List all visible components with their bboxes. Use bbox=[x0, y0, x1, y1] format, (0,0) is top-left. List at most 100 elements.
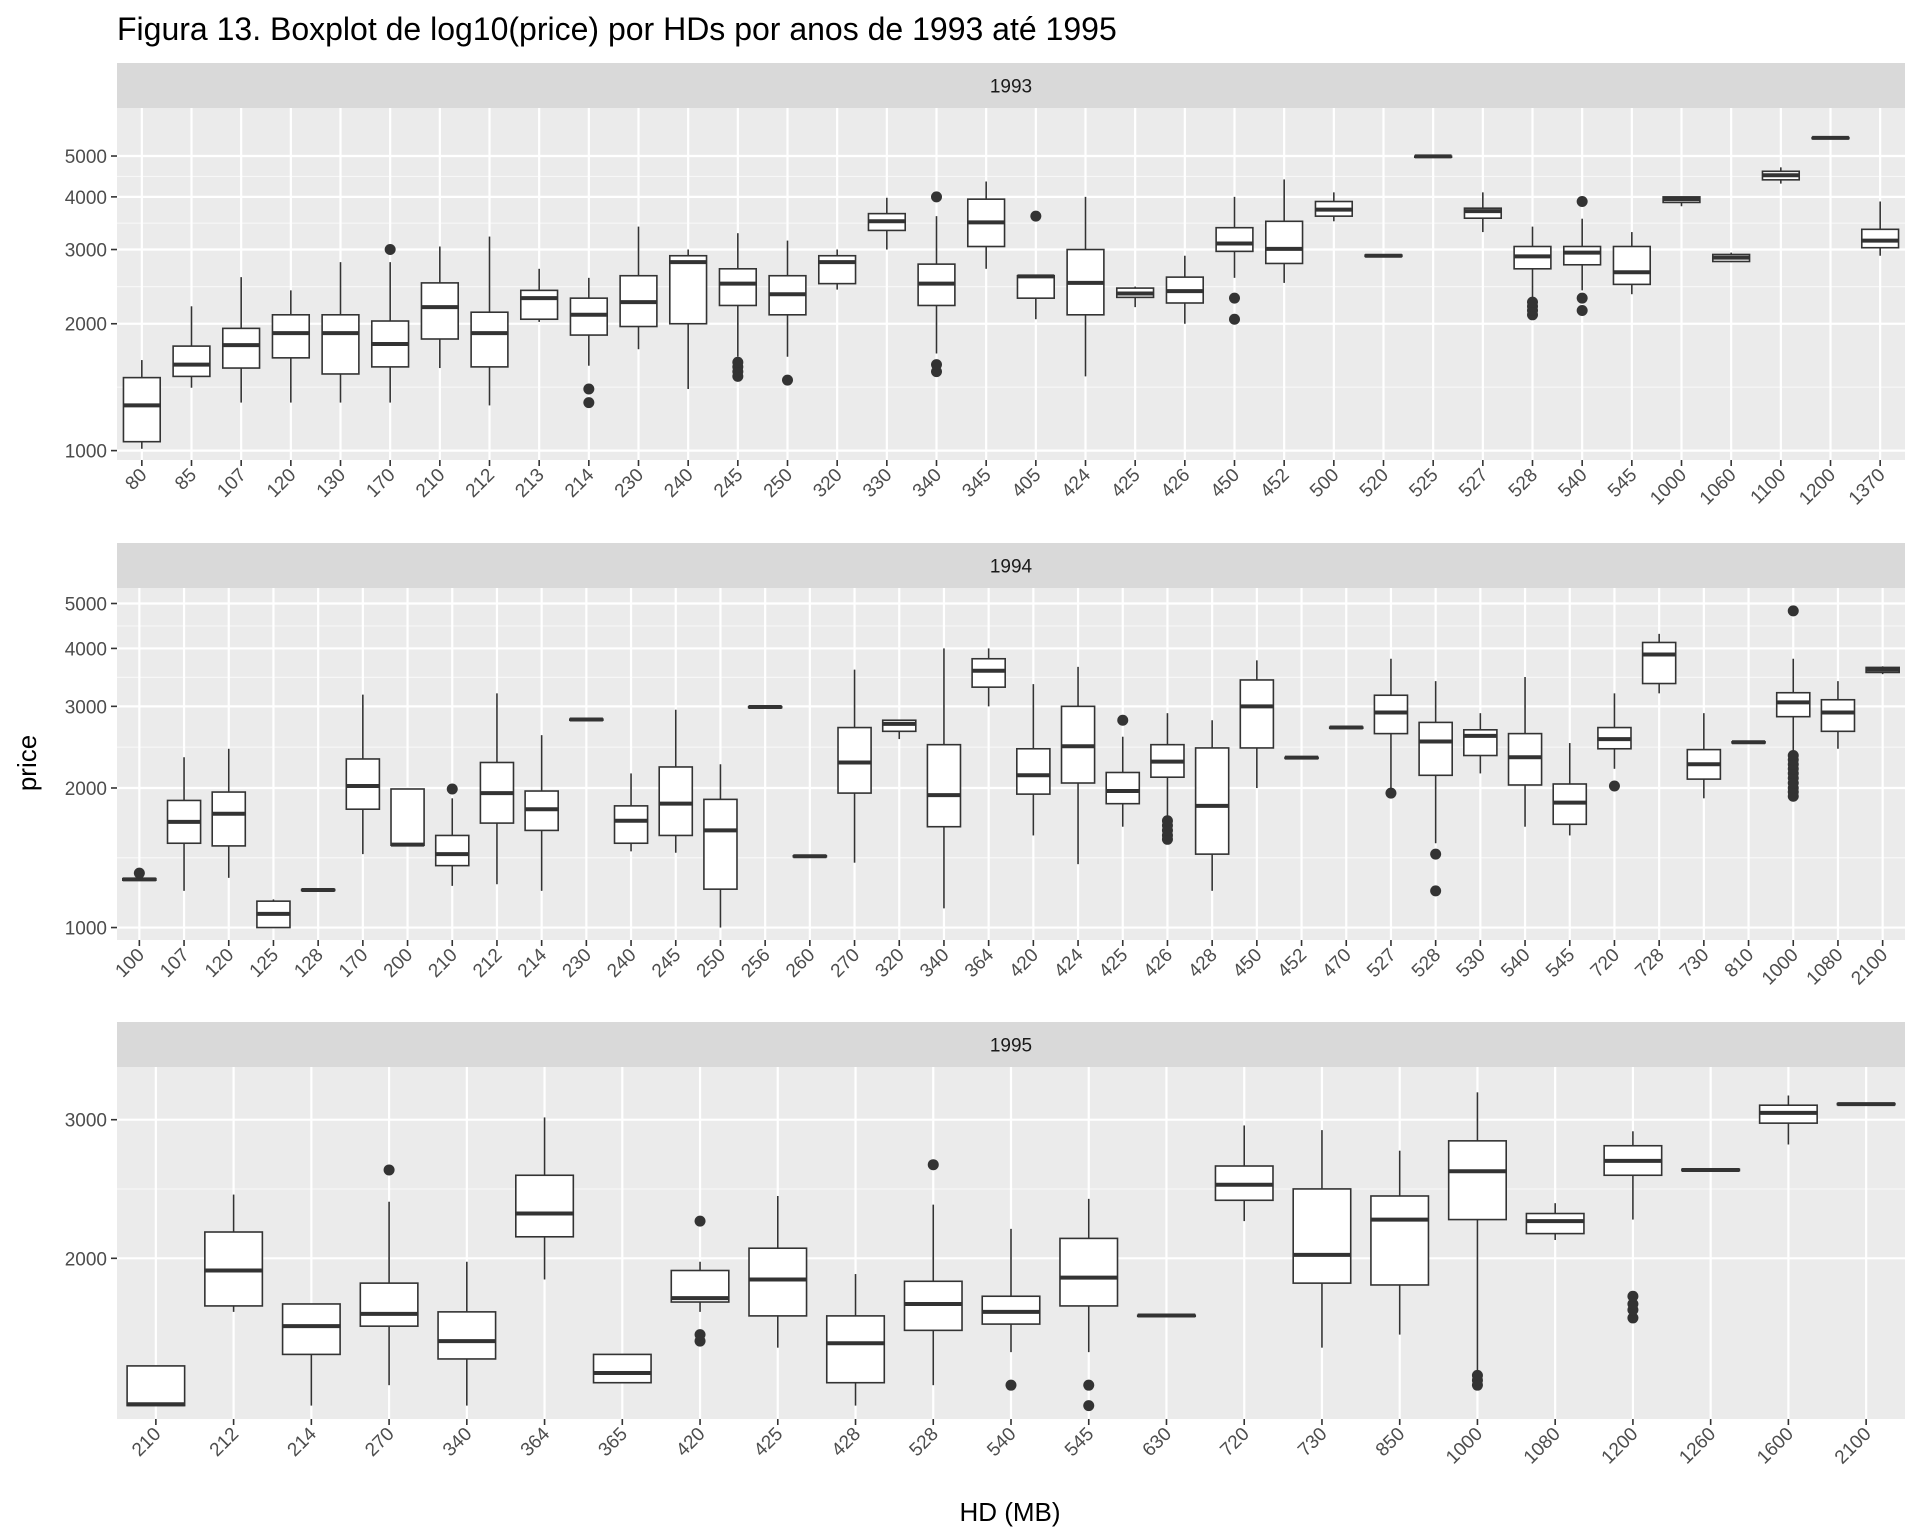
y-tick-label: 1000 bbox=[65, 442, 107, 463]
outlier-point bbox=[694, 1215, 706, 1227]
x-tick-label: 213 bbox=[511, 465, 548, 502]
box-420 bbox=[670, 1215, 730, 1347]
box-450 bbox=[1215, 196, 1254, 325]
outlier-point bbox=[1527, 296, 1538, 308]
x-tick-label: 214 bbox=[514, 944, 552, 982]
x-tick-label: 450 bbox=[1229, 945, 1266, 982]
x-tick-label: 1200 bbox=[1598, 1424, 1643, 1469]
outlier-point bbox=[1576, 292, 1588, 304]
box-body bbox=[1612, 245, 1652, 286]
box-320 bbox=[881, 719, 917, 740]
x-tick-label: 1260 bbox=[1675, 1424, 1720, 1469]
box-107 bbox=[221, 277, 261, 403]
x-tick-label: 528 bbox=[1408, 945, 1445, 982]
outlier-point bbox=[782, 374, 793, 386]
x-tick-label: 130 bbox=[313, 465, 350, 502]
x-tick-label: 540 bbox=[983, 1424, 1020, 1461]
box-230 bbox=[569, 717, 604, 722]
box-body bbox=[1860, 228, 1900, 249]
box-body bbox=[122, 376, 162, 443]
box-body bbox=[1239, 679, 1275, 749]
box-426 bbox=[1165, 255, 1205, 324]
outlier-point bbox=[732, 356, 744, 368]
box-213 bbox=[519, 268, 559, 322]
strip-label: 1993 bbox=[990, 77, 1032, 98]
box-body bbox=[1775, 691, 1811, 718]
outlier-point bbox=[1385, 787, 1397, 799]
outlier-point bbox=[1030, 210, 1042, 222]
x-tick-label: 210 bbox=[128, 1424, 165, 1461]
panel-background bbox=[117, 108, 1905, 460]
x-tick-label: 425 bbox=[1107, 465, 1144, 502]
box-630 bbox=[1136, 1313, 1197, 1318]
box-1080 bbox=[1820, 681, 1856, 749]
x-tick-label: 1600 bbox=[1753, 1424, 1798, 1469]
y-tick-label: 2000 bbox=[65, 1249, 107, 1270]
strip-1993 bbox=[117, 63, 1905, 108]
box-240 bbox=[668, 249, 708, 390]
box-2100 bbox=[1836, 1102, 1896, 1107]
x-tick-label: 340 bbox=[439, 1424, 476, 1461]
box-100 bbox=[122, 867, 157, 882]
box-810 bbox=[1731, 740, 1766, 745]
outlier-point bbox=[1229, 313, 1240, 325]
box-256 bbox=[747, 705, 783, 710]
box-528 bbox=[1418, 681, 1453, 897]
x-tick-label: 1100 bbox=[1747, 465, 1791, 509]
box-body bbox=[1641, 641, 1677, 685]
x-tick-label: 470 bbox=[1319, 945, 1356, 982]
box-body bbox=[1463, 207, 1503, 219]
y-axis-title: price bbox=[12, 735, 42, 791]
box-body bbox=[1105, 771, 1141, 805]
box-428 bbox=[825, 1274, 886, 1406]
box-365 bbox=[592, 1353, 652, 1384]
outlier-point bbox=[583, 397, 595, 409]
x-tick-label: 345 bbox=[958, 465, 995, 502]
x-tick-label: 365 bbox=[595, 1424, 632, 1461]
box-body bbox=[390, 788, 425, 847]
outlier-point bbox=[1117, 714, 1129, 726]
x-tick-label: 1060 bbox=[1696, 465, 1741, 510]
box-452 bbox=[1264, 179, 1304, 283]
box-body bbox=[470, 311, 509, 368]
x-tick-label: 256 bbox=[737, 945, 774, 982]
box-107 bbox=[166, 757, 202, 891]
box-214 bbox=[524, 735, 559, 891]
x-tick-label: 330 bbox=[859, 465, 896, 502]
box-body bbox=[1418, 721, 1453, 777]
x-tick-label: 107 bbox=[213, 465, 250, 502]
x-tick-label: 452 bbox=[1274, 945, 1311, 982]
x-tick-label: 405 bbox=[1008, 465, 1045, 502]
box-340 bbox=[437, 1261, 497, 1406]
outlier-point bbox=[1627, 1290, 1639, 1302]
box-200 bbox=[390, 788, 425, 847]
y-tick-label: 3000 bbox=[65, 697, 107, 718]
x-tick-label: 452 bbox=[1256, 465, 1293, 502]
y-tick-label: 3000 bbox=[65, 1111, 107, 1132]
box-260 bbox=[792, 854, 828, 859]
box-426 bbox=[1150, 713, 1185, 845]
box-527 bbox=[1463, 192, 1503, 233]
x-tick-label: 1000 bbox=[1442, 1424, 1487, 1469]
x-tick-label: 107 bbox=[156, 945, 193, 982]
x-tick-label: 210 bbox=[412, 465, 449, 502]
x-tick-label: 212 bbox=[462, 465, 499, 502]
box-1200 bbox=[1603, 1131, 1663, 1324]
box-424 bbox=[1066, 196, 1105, 377]
box-body bbox=[658, 766, 694, 837]
x-tick-label: 425 bbox=[750, 1424, 787, 1461]
outlier-point bbox=[446, 783, 458, 795]
box-body bbox=[211, 791, 247, 847]
box-364 bbox=[971, 648, 1006, 707]
box-1100 bbox=[1761, 167, 1801, 184]
box-body bbox=[1562, 245, 1602, 266]
box-527 bbox=[1373, 658, 1409, 799]
box-body bbox=[1215, 226, 1254, 253]
x-tick-label: 527 bbox=[1455, 465, 1492, 502]
x-tick-label: 424 bbox=[1050, 944, 1088, 982]
box-body bbox=[1016, 274, 1056, 299]
outlier-point bbox=[1430, 848, 1442, 860]
box-body bbox=[519, 289, 559, 321]
x-tick-label: 425 bbox=[1095, 945, 1132, 982]
box-80 bbox=[122, 360, 162, 449]
